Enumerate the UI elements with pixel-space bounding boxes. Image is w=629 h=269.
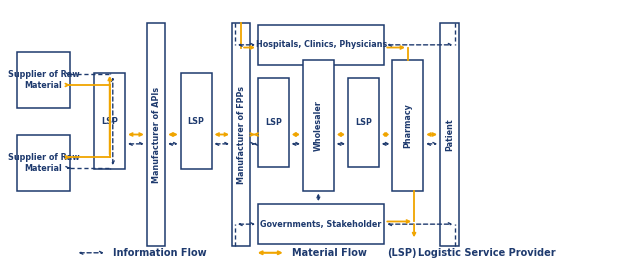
Bar bbox=[348, 78, 379, 167]
Bar bbox=[392, 59, 423, 191]
Text: (LSP): (LSP) bbox=[387, 248, 417, 258]
Bar bbox=[258, 204, 384, 244]
Bar bbox=[258, 25, 384, 65]
Text: Logistic Service Provider: Logistic Service Provider bbox=[418, 248, 556, 258]
Bar bbox=[440, 23, 459, 246]
Text: Patient: Patient bbox=[445, 118, 454, 151]
Text: LSP: LSP bbox=[101, 117, 118, 126]
Text: Pharmacy: Pharmacy bbox=[403, 103, 413, 148]
Text: Manufacturer of FPPs: Manufacturer of FPPs bbox=[237, 86, 246, 183]
Text: Supplier of Raw
Material: Supplier of Raw Material bbox=[8, 153, 79, 173]
Text: LSP: LSP bbox=[265, 118, 282, 127]
Text: LSP: LSP bbox=[355, 118, 372, 127]
Bar bbox=[181, 73, 211, 169]
Bar bbox=[17, 52, 70, 108]
Text: LSP: LSP bbox=[187, 117, 204, 126]
Text: Governments, Stakeholder: Governments, Stakeholder bbox=[260, 220, 382, 229]
Bar bbox=[258, 78, 289, 167]
Bar bbox=[303, 59, 334, 191]
Text: Information Flow: Information Flow bbox=[113, 248, 206, 258]
Text: Wholesaler: Wholesaler bbox=[314, 100, 323, 151]
Text: Supplier of Raw
Material: Supplier of Raw Material bbox=[8, 70, 79, 90]
Text: Manufacturer of APIs: Manufacturer of APIs bbox=[152, 86, 160, 183]
Text: Material Flow: Material Flow bbox=[292, 248, 367, 258]
Bar bbox=[147, 23, 165, 246]
Bar bbox=[232, 23, 250, 246]
Bar bbox=[94, 73, 125, 169]
Text: Hospitals, Clinics, Physicians: Hospitals, Clinics, Physicians bbox=[255, 40, 387, 49]
Bar bbox=[17, 134, 70, 191]
